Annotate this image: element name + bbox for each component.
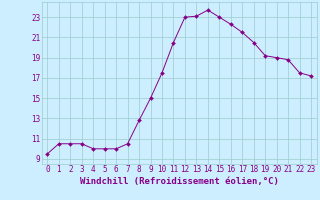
X-axis label: Windchill (Refroidissement éolien,°C): Windchill (Refroidissement éolien,°C) <box>80 177 279 186</box>
